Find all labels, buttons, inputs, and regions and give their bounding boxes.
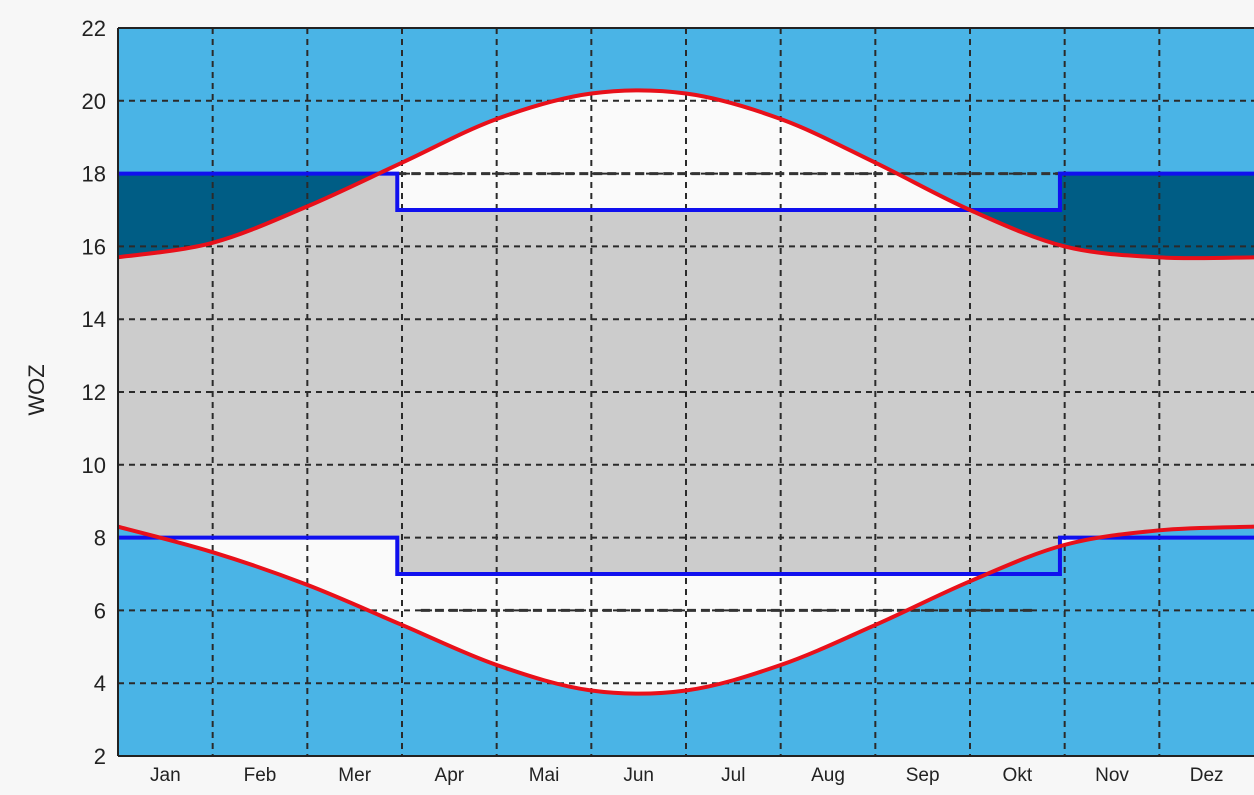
y-tick-label: 22 (82, 16, 106, 41)
y-tick-label: 2 (94, 744, 106, 769)
x-tick-label: Jan (150, 765, 181, 786)
y-tick-label: 8 (94, 526, 106, 551)
x-tick-label: Sep (906, 765, 940, 786)
y-tick-label: 10 (82, 453, 106, 478)
x-tick-label: Okt (1003, 765, 1033, 786)
x-tick-label: Dez (1190, 765, 1224, 786)
x-tick-label: Aug (811, 765, 845, 786)
y-tick-label: 18 (82, 162, 106, 187)
x-tick-label: Nov (1095, 765, 1129, 786)
y-axis-label: WOZ (24, 364, 49, 415)
y-tick-label: 20 (82, 89, 106, 114)
x-tick-label: Feb (244, 765, 277, 786)
tick-labels: 2 4 6 8 10 12 14 16 18 20 22 Jan Feb Mer Apr Mai Jun Jul A… (82, 16, 1224, 786)
upper-step-line (118, 171, 1254, 212)
x-tick-label: Apr (435, 765, 465, 786)
y-tick-label: 16 (82, 234, 106, 259)
x-tick-label: Mai (529, 765, 560, 786)
y-tick-label: 14 (82, 307, 106, 332)
upper-curve-line (117, 88, 1254, 261)
series-lines (117, 88, 1254, 696)
y-tick-label: 4 (94, 671, 106, 696)
x-tick-label: Mer (338, 765, 371, 786)
x-tick-label: Jun (623, 765, 654, 786)
y-tick-label: 6 (94, 598, 106, 623)
axes (117, 27, 1254, 757)
reference-lines (397, 172, 1060, 612)
x-tick-label: Jul (721, 765, 745, 786)
lower-curve-line (117, 524, 1254, 696)
y-tick-label: 12 (82, 380, 106, 405)
